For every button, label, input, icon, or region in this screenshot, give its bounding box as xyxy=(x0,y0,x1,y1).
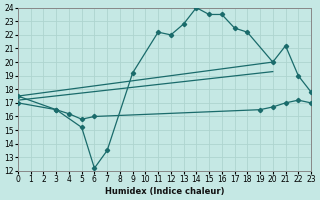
X-axis label: Humidex (Indice chaleur): Humidex (Indice chaleur) xyxy=(105,187,224,196)
